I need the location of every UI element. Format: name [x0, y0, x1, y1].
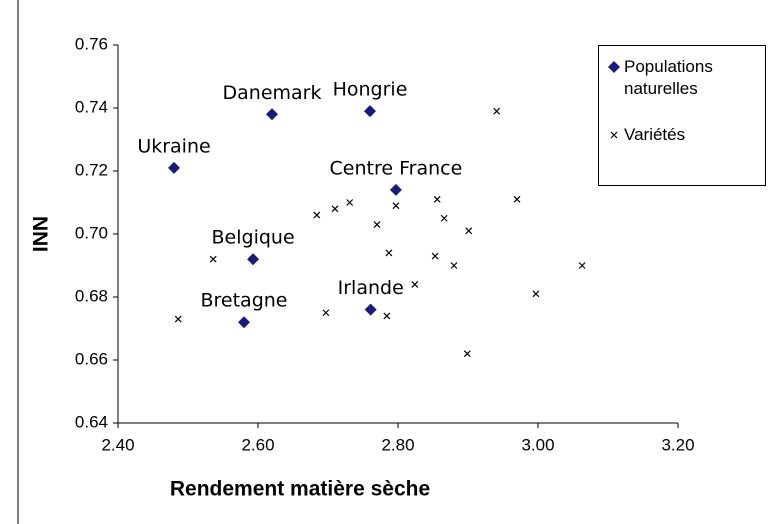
point [168, 161, 180, 174]
point [266, 108, 278, 121]
y-tick-label: 0.64 [75, 412, 108, 431]
legend-item: Populations naturelles [607, 56, 764, 100]
point [313, 211, 321, 219]
point [463, 350, 471, 358]
point [465, 227, 473, 235]
point [364, 105, 376, 118]
x-tick-label: 2.80 [381, 435, 414, 454]
point-label: Ukraine [137, 135, 210, 157]
point [532, 290, 540, 298]
point [364, 303, 377, 316]
point-label: Irlande [338, 277, 404, 299]
point [346, 199, 354, 206]
legend: Populations naturelles Variétés [598, 45, 766, 186]
point-label: Hongrie [333, 79, 408, 101]
point [608, 61, 620, 73]
point [513, 195, 521, 203]
y-tick-label: 0.72 [75, 160, 108, 179]
x-tick-label: 3.20 [661, 435, 694, 454]
y-tick-label: 0.66 [75, 349, 108, 368]
point [174, 315, 182, 323]
point-label: Bretagne [200, 290, 287, 312]
point [209, 255, 217, 263]
point-label: Danemark [223, 82, 322, 104]
point [331, 205, 339, 213]
legend-item: Variétés [607, 124, 764, 146]
legend-label: Variétés [624, 125, 686, 144]
point [493, 107, 501, 115]
legend-marker [608, 61, 620, 73]
y-tick-label: 0.70 [75, 223, 108, 242]
x-axis-title: Rendement matière sèche [170, 478, 430, 501]
x-tick-label: 2.60 [241, 435, 274, 454]
y-axis-title: INN [30, 216, 53, 252]
point-label: Belgique [212, 227, 295, 249]
point [322, 309, 330, 317]
point [578, 262, 586, 269]
point [383, 312, 391, 320]
legend-label: Populations naturelles [624, 57, 713, 98]
x-tick-label: 2.40 [101, 435, 134, 454]
x-tick-label: 3.00 [521, 435, 554, 454]
point [389, 183, 402, 196]
point [450, 262, 458, 269]
point [238, 316, 250, 329]
point [610, 131, 618, 139]
point [385, 249, 393, 257]
y-tick-label: 0.76 [75, 34, 108, 53]
legend-marker [610, 131, 618, 139]
point [433, 195, 441, 203]
point [431, 252, 439, 260]
point [373, 221, 381, 228]
point [440, 214, 448, 222]
point [411, 280, 419, 288]
y-tick-label: 0.74 [75, 97, 108, 116]
point [392, 202, 400, 210]
point-label: Centre France [330, 157, 463, 179]
y-tick-label: 0.68 [75, 286, 108, 305]
point [247, 253, 260, 266]
